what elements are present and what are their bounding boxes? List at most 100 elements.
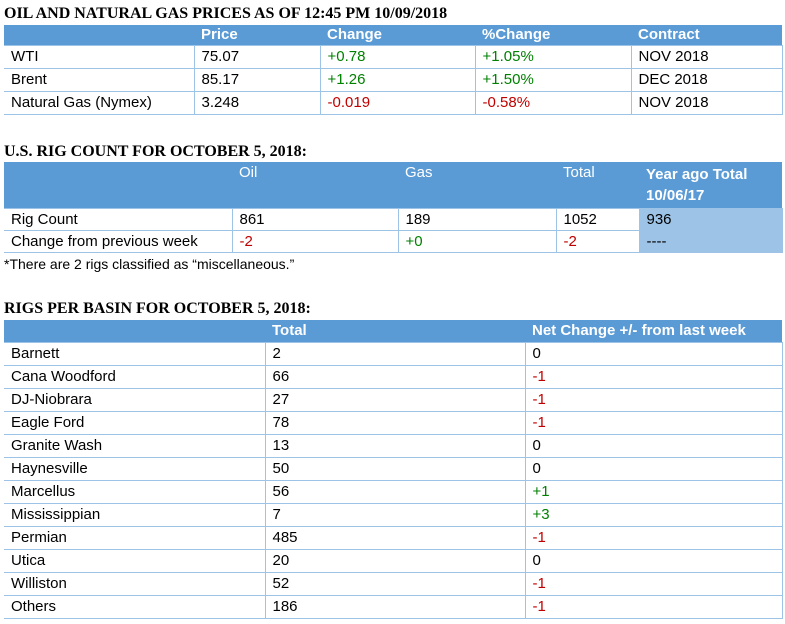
basin-net-change: +1 <box>524 479 783 504</box>
basin-name: Permian <box>4 525 266 550</box>
basin-total: 13 <box>264 433 526 458</box>
table-row: DJ-Niobrara 27 -1 <box>4 387 783 412</box>
table-row: Barnett 2 0 <box>4 341 783 366</box>
basin-name: Williston <box>4 571 266 596</box>
table-row: Change from previous week -2 +0 -2 ---- <box>4 229 783 253</box>
basin-name: Granite Wash <box>4 433 266 458</box>
prices-header-price: Price <box>194 25 320 45</box>
basin-total: 485 <box>264 525 526 550</box>
basin-net-change: 0 <box>524 548 783 573</box>
basins-header-row: Total Net Change +/- from last week <box>4 320 782 342</box>
basin-total: 78 <box>264 410 526 435</box>
basins-header-blank <box>4 320 265 342</box>
table-row: Eagle Ford 78 -1 <box>4 410 783 435</box>
prices-header-pct: %Change <box>475 25 631 45</box>
price-value: 75.07 <box>193 44 321 69</box>
table-row: Williston 52 -1 <box>4 571 783 596</box>
rig-count-table: Oil Gas Total Year ago Total 10/06/17 Rig… <box>4 162 783 253</box>
basin-name: Marcellus <box>4 479 266 504</box>
table-row: Natural Gas (Nymex) 3.248 -0.019 -0.58% … <box>4 90 783 115</box>
table-row: Cana Woodford 66 -1 <box>4 364 783 389</box>
basin-net-change: -1 <box>524 525 783 550</box>
basins-table: Total Net Change +/- from last week Barn… <box>4 320 783 619</box>
basin-total: 2 <box>264 341 526 366</box>
price-name: Natural Gas (Nymex) <box>4 90 195 115</box>
rig-year-ago: ---- <box>638 229 783 253</box>
table-row: Others 186 -1 <box>4 594 783 619</box>
table-row: Haynesville 50 0 <box>4 456 783 481</box>
basin-name: DJ-Niobrara <box>4 387 266 412</box>
price-name: WTI <box>4 44 195 69</box>
basin-total: 7 <box>264 502 526 527</box>
rig-count-header-row: Oil Gas Total Year ago Total 10/06/17 <box>4 162 782 208</box>
rig-oil: -2 <box>231 229 399 253</box>
price-pct-change: -0.58% <box>474 90 632 115</box>
prices-header-name <box>4 25 194 45</box>
rig-total: 1052 <box>555 207 640 231</box>
rig-gas: +0 <box>397 229 557 253</box>
basin-total: 27 <box>264 387 526 412</box>
basin-name: Utica <box>4 548 266 573</box>
table-row: Brent 85.17 +1.26 +1.50% DEC 2018 <box>4 67 783 92</box>
prices-title: OIL AND NATURAL GAS PRICES AS OF 12:45 P… <box>4 5 448 22</box>
basin-name: Mississippian <box>4 502 266 527</box>
prices-header-change: Change <box>320 25 475 45</box>
rig-row-label: Change from previous week <box>4 229 233 253</box>
price-contract: DEC 2018 <box>630 67 783 92</box>
basin-total: 186 <box>264 594 526 619</box>
price-value: 3.248 <box>193 90 321 115</box>
rig-row-label: Rig Count <box>4 207 233 231</box>
table-row: Utica 20 0 <box>4 548 783 573</box>
rig-count-header-gas: Gas <box>398 162 556 208</box>
rig-count-note: *There are 2 rigs classified as “miscell… <box>4 256 295 272</box>
price-change: +0.78 <box>319 44 476 69</box>
basin-name: Cana Woodford <box>4 364 266 389</box>
basin-net-change: -1 <box>524 594 783 619</box>
table-row: Granite Wash 13 0 <box>4 433 783 458</box>
basin-net-change: 0 <box>524 433 783 458</box>
prices-table: Price Change %Change Contract WTI 75.07 … <box>4 25 783 115</box>
basin-total: 56 <box>264 479 526 504</box>
rig-count-header-total: Total <box>556 162 639 208</box>
basin-net-change: +3 <box>524 502 783 527</box>
price-value: 85.17 <box>193 67 321 92</box>
table-row: Marcellus 56 +1 <box>4 479 783 504</box>
price-change: -0.019 <box>319 90 476 115</box>
rig-gas: 189 <box>397 207 557 231</box>
basin-net-change: -1 <box>524 387 783 412</box>
basin-name: Others <box>4 594 266 619</box>
basin-name: Haynesville <box>4 456 266 481</box>
year-ago-line-2: 10/06/17 <box>646 187 705 204</box>
rig-count-title: U.S. RIG COUNT FOR OCTOBER 5, 2018: <box>4 143 307 160</box>
basin-net-change: 0 <box>524 341 783 366</box>
price-pct-change: +1.50% <box>474 67 632 92</box>
price-name: Brent <box>4 67 195 92</box>
basin-net-change: -1 <box>524 410 783 435</box>
basins-header-total: Total <box>265 320 525 342</box>
table-row: WTI 75.07 +0.78 +1.05% NOV 2018 <box>4 44 783 69</box>
prices-header-contract: Contract <box>631 25 782 45</box>
price-contract: NOV 2018 <box>630 90 783 115</box>
table-row: Permian 485 -1 <box>4 525 783 550</box>
rig-count-header-year-ago: Year ago Total 10/06/17 <box>639 162 782 208</box>
rig-count-header-blank <box>4 162 232 208</box>
basin-net-change: -1 <box>524 364 783 389</box>
basin-total: 50 <box>264 456 526 481</box>
rig-count-header-oil: Oil <box>232 162 398 208</box>
basin-total: 66 <box>264 364 526 389</box>
basins-header-change: Net Change +/- from last week <box>525 320 782 342</box>
rig-oil: 861 <box>231 207 399 231</box>
basin-name: Barnett <box>4 341 266 366</box>
basin-net-change: -1 <box>524 571 783 596</box>
rig-total: -2 <box>555 229 640 253</box>
prices-header-row: Price Change %Change Contract <box>4 25 782 45</box>
basins-title: RIGS PER BASIN FOR OCTOBER 5, 2018: <box>4 300 311 317</box>
table-row: Rig Count 861 189 1052 936 <box>4 207 783 231</box>
basin-total: 20 <box>264 548 526 573</box>
price-pct-change: +1.05% <box>474 44 632 69</box>
rig-year-ago: 936 <box>638 207 783 231</box>
basin-name: Eagle Ford <box>4 410 266 435</box>
price-contract: NOV 2018 <box>630 44 783 69</box>
year-ago-line-1: Year ago Total <box>646 166 748 183</box>
basin-net-change: 0 <box>524 456 783 481</box>
